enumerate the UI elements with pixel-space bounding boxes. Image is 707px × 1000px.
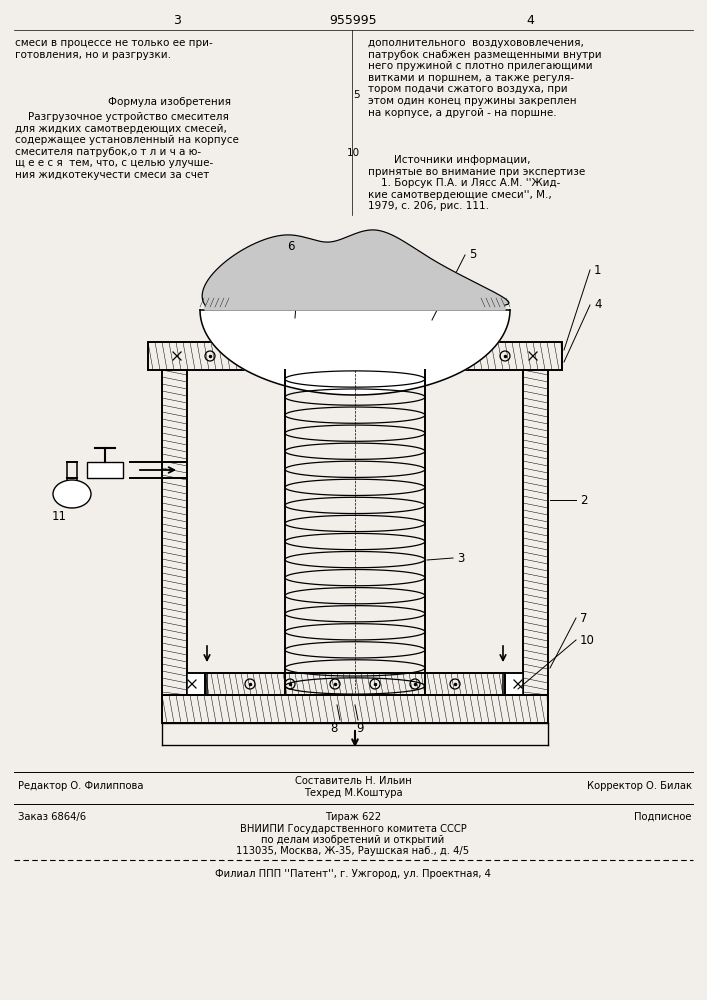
Bar (148, 342, 562, 370)
Text: Корректор О. Билак: Корректор О. Билак (587, 781, 692, 791)
Text: 11: 11 (52, 510, 67, 523)
Text: смеси в процессе не только ее при-
готовления, но и разгрузки.: смеси в процессе не только ее при- готов… (15, 38, 213, 60)
Text: ВНИИПИ Государственного комитета СССР: ВНИИПИ Государственного комитета СССР (240, 824, 467, 834)
Text: 5: 5 (469, 248, 477, 261)
Text: по делам изобретений и открытий: по делам изобретений и открытий (262, 835, 445, 845)
Text: 10: 10 (580, 634, 595, 647)
Bar (162, 695, 548, 723)
Ellipse shape (53, 480, 91, 508)
Text: 4: 4 (526, 14, 534, 27)
Text: 955995: 955995 (329, 14, 377, 27)
Text: 113035, Москва, Ж-35, Раушская наб., д. 4/5: 113035, Москва, Ж-35, Раушская наб., д. … (236, 846, 469, 856)
Text: Разгрузочное устройство смесителя
для жидких самотвердеющих смесей,
содержащее у: Разгрузочное устройство смесителя для жи… (15, 112, 239, 180)
Text: Источники информации,
принятые во внимание при экспертизе
    1. Борсук П.А. и Л: Источники информации, принятые во вниман… (368, 155, 585, 211)
Text: 2: 2 (580, 493, 588, 506)
Text: 3: 3 (173, 14, 181, 27)
Text: Формула изобретения: Формула изобретения (108, 97, 231, 107)
Bar (280, 310, 430, 342)
Text: 8: 8 (330, 722, 338, 735)
Text: 9: 9 (356, 722, 363, 735)
Text: дополнительного  воздухововлечения,
патрубок снабжен размещенными внутри
него пр: дополнительного воздухововлечения, патру… (368, 38, 602, 118)
Text: Подписное: Подписное (634, 812, 692, 822)
Bar (87, 462, 123, 478)
Polygon shape (202, 230, 509, 310)
Text: 5: 5 (354, 90, 360, 100)
Text: 7: 7 (580, 611, 588, 624)
Bar (187, 673, 207, 695)
Bar (205, 673, 505, 695)
Polygon shape (200, 310, 510, 395)
Text: Редактор О. Филиппова: Редактор О. Филиппова (18, 781, 144, 791)
Text: Филиал ППП ''Патент'', г. Ужгород, ул. Проектная, 4: Филиал ППП ''Патент'', г. Ужгород, ул. П… (215, 869, 491, 879)
Text: 4: 4 (594, 298, 602, 312)
Text: 3: 3 (457, 552, 464, 564)
Text: Техред М.Коштура: Техред М.Коштура (304, 788, 402, 798)
Text: 1: 1 (594, 263, 602, 276)
Text: Тираж 622: Тираж 622 (325, 812, 381, 822)
Bar (523, 370, 548, 695)
Text: Составитель Н. Ильин: Составитель Н. Ильин (295, 776, 411, 786)
Text: 6: 6 (287, 240, 295, 253)
Bar (162, 370, 187, 695)
Text: Заказ 6864/6: Заказ 6864/6 (18, 812, 86, 822)
Bar (503, 673, 523, 695)
Text: 10: 10 (347, 148, 360, 158)
